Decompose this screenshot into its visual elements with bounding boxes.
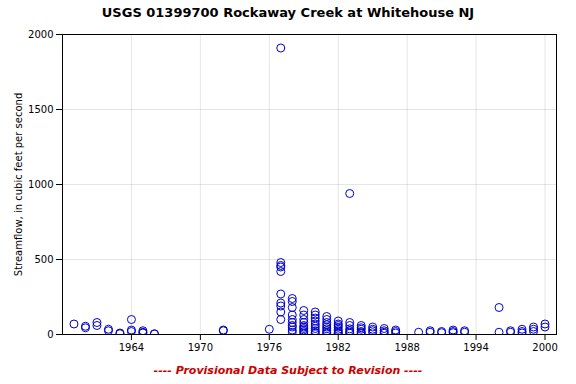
svg-text:2000: 2000 <box>532 342 557 353</box>
svg-text:1970: 1970 <box>188 342 213 353</box>
html-text:USGS 01399700 Rockaway Creek a: USGS 01399700 Rockaway Creek at Whitehou… <box>101 5 475 20</box>
svg-text:Streamflow, in cubic feet per: Streamflow, in cubic feet per second <box>13 93 24 276</box>
html-text:---- Provisional Data Subject: ---- Provisional Data Subject to Revisio… <box>153 364 423 377</box>
svg-text:1964: 1964 <box>119 342 144 353</box>
svg-text:1500: 1500 <box>28 104 53 115</box>
svg-text:1988: 1988 <box>394 342 419 353</box>
svg-text:1000: 1000 <box>28 179 53 190</box>
svg-text:2000: 2000 <box>28 29 53 40</box>
svg-text:0: 0 <box>47 329 53 340</box>
svg-text:1994: 1994 <box>463 342 488 353</box>
svg-text:1982: 1982 <box>325 342 350 353</box>
svg-text:1976: 1976 <box>257 342 282 353</box>
svg-text:500: 500 <box>34 254 53 265</box>
